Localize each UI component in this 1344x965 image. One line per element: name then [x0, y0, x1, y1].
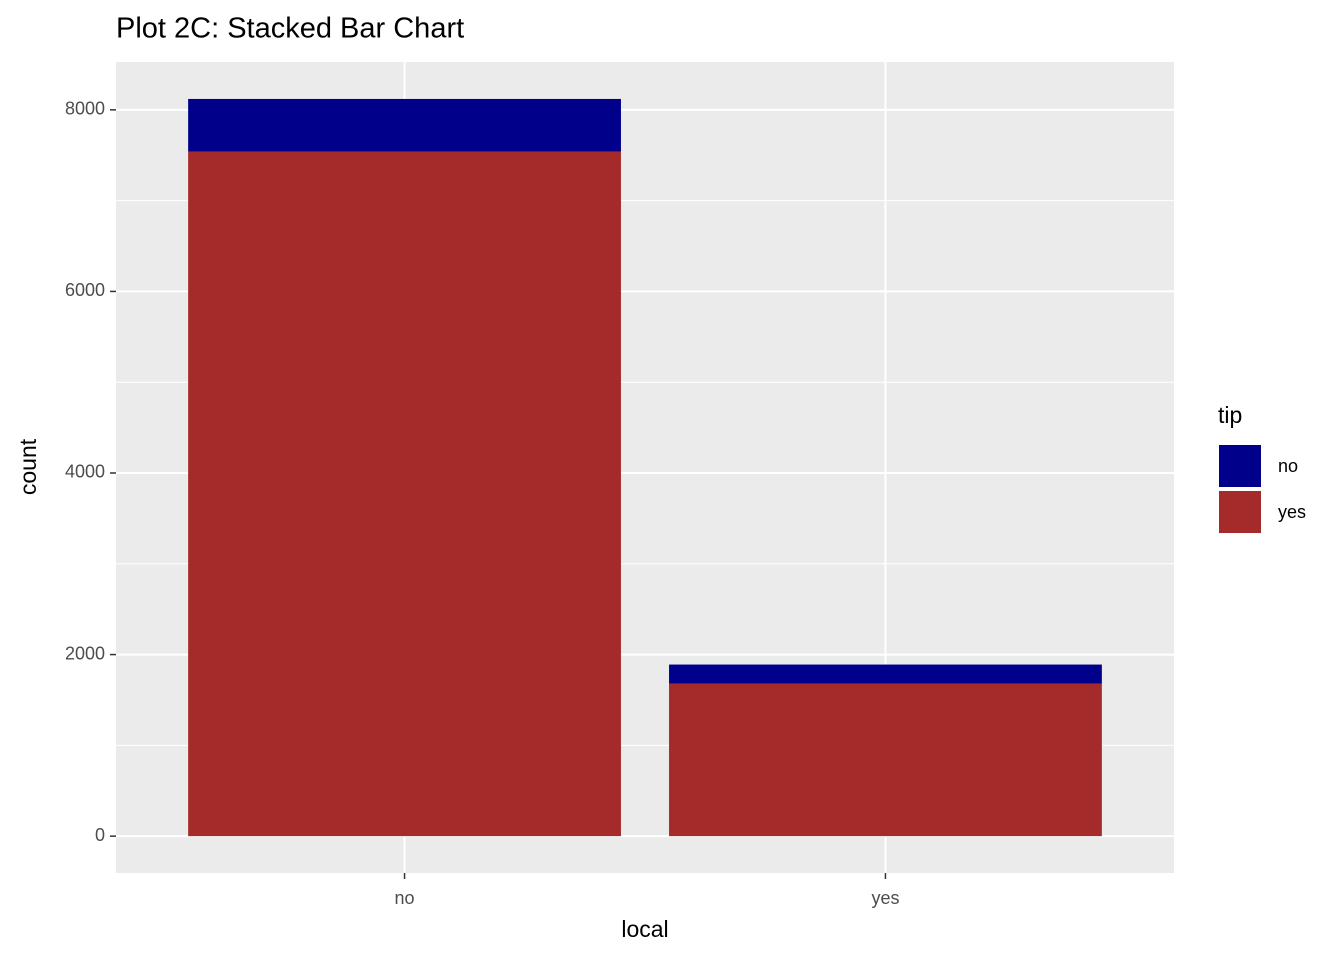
- y-tick-label: 4000: [65, 462, 105, 482]
- bar-segment: [669, 683, 1102, 837]
- legend-label: no: [1278, 456, 1298, 476]
- bar-segment: [669, 664, 1102, 684]
- legend-key: [1217, 443, 1263, 489]
- x-tick-label: no: [395, 888, 415, 908]
- bar-segment: [188, 98, 621, 152]
- y-tick-label: 8000: [65, 99, 105, 119]
- bar-segment: [188, 151, 621, 837]
- y-tick-label: 6000: [65, 280, 105, 300]
- x-axis-title: local: [621, 916, 668, 942]
- legend-label: yes: [1278, 502, 1306, 522]
- y-tick-label: 2000: [65, 643, 105, 663]
- legend-title: tip: [1218, 402, 1242, 428]
- y-tick-label: 0: [95, 825, 105, 845]
- legend-key: [1217, 489, 1263, 535]
- y-axis-title: count: [15, 438, 41, 495]
- chart-title: Plot 2C: Stacked Bar Chart: [116, 13, 464, 45]
- x-tick-label: yes: [871, 888, 899, 908]
